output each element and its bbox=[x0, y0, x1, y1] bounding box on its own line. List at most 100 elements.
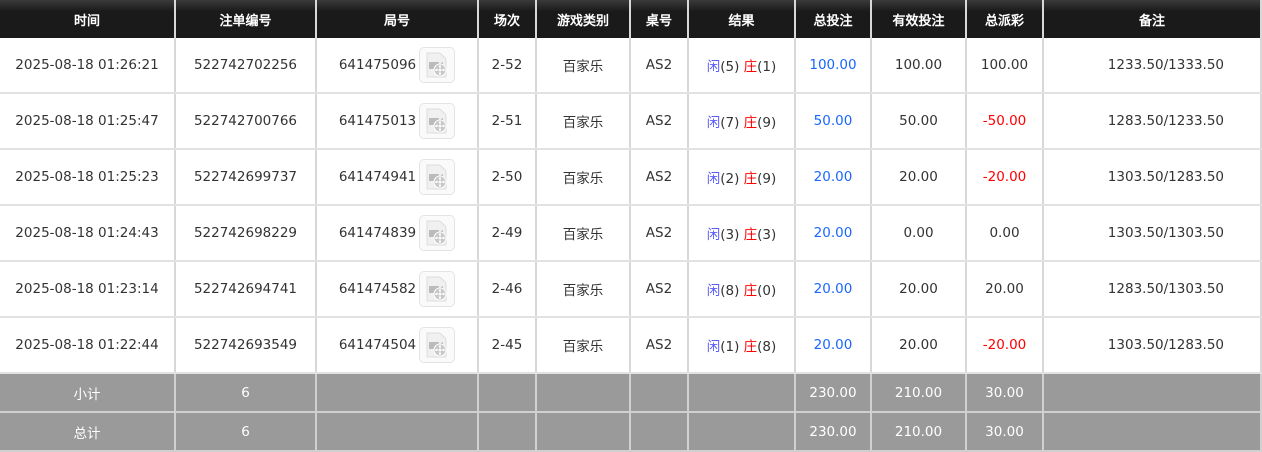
banker-label: 庄 bbox=[743, 171, 758, 187]
video-replay-icon[interactable] bbox=[419, 327, 456, 363]
session-cell: 2-50 bbox=[478, 149, 537, 206]
total-total-bet: 230.00 bbox=[795, 412, 872, 452]
round-number: 641475013 bbox=[338, 113, 417, 129]
game-cell: 百家乐 bbox=[536, 149, 631, 206]
valid-bet-cell: 0.00 bbox=[871, 205, 967, 262]
total-count: 6 bbox=[175, 412, 317, 452]
player-points: (1) bbox=[720, 339, 740, 355]
banker-points: (9) bbox=[757, 171, 777, 187]
note-cell: 1303.50/1283.50 bbox=[1043, 317, 1262, 374]
video-replay-icon[interactable] bbox=[419, 159, 456, 195]
round-cell: 641475013 bbox=[316, 93, 479, 150]
column-header: 总派彩 bbox=[966, 0, 1044, 38]
session-cell: 2-52 bbox=[478, 38, 537, 94]
payout-cell: 20.00 bbox=[966, 261, 1044, 318]
round-number: 641474504 bbox=[338, 337, 417, 353]
bet-id-cell: 522742700766 bbox=[175, 93, 317, 150]
player-label: 闲 bbox=[706, 59, 721, 75]
total-bet-cell: 20.00 bbox=[795, 261, 872, 318]
note-cell: 1303.50/1283.50 bbox=[1043, 149, 1262, 206]
column-header: 桌号 bbox=[630, 0, 689, 38]
table-row: 2025-08-18 01:23:14 522742694741 6414745… bbox=[0, 261, 1262, 318]
result-cell: 闲(3) 庄(3) bbox=[688, 205, 796, 262]
player-points: (7) bbox=[720, 115, 740, 131]
round-number: 641475096 bbox=[338, 57, 417, 73]
note-cell: 1233.50/1333.50 bbox=[1043, 38, 1262, 94]
banker-label: 庄 bbox=[743, 227, 758, 243]
subtotal-count: 6 bbox=[175, 373, 317, 413]
total-row: 总计 6 230.00 210.00 30.00 bbox=[0, 412, 1262, 452]
round-cell: 641474839 bbox=[316, 205, 479, 262]
table-cell: AS2 bbox=[630, 93, 689, 150]
subtotal-row: 小计 6 230.00 210.00 30.00 bbox=[0, 373, 1262, 413]
column-header: 时间 bbox=[0, 0, 176, 38]
table-row: 2025-08-18 01:25:47 522742700766 6414750… bbox=[0, 93, 1262, 150]
round-cell: 641474504 bbox=[316, 317, 479, 374]
time-cell: 2025-08-18 01:24:43 bbox=[0, 205, 176, 262]
banker-points: (9) bbox=[757, 115, 777, 131]
player-points: (8) bbox=[720, 283, 740, 299]
valid-bet-cell: 20.00 bbox=[871, 149, 967, 206]
result-cell: 闲(7) 庄(9) bbox=[688, 93, 796, 150]
time-cell: 2025-08-18 01:26:21 bbox=[0, 38, 176, 94]
payout-cell: 100.00 bbox=[966, 38, 1044, 94]
valid-bet-cell: 20.00 bbox=[871, 317, 967, 374]
game-cell: 百家乐 bbox=[536, 38, 631, 94]
player-label: 闲 bbox=[706, 227, 721, 243]
video-replay-icon[interactable] bbox=[419, 103, 456, 139]
subtotal-valid-bet: 210.00 bbox=[871, 373, 967, 413]
column-header: 结果 bbox=[688, 0, 796, 38]
time-cell: 2025-08-18 01:25:47 bbox=[0, 93, 176, 150]
subtotal-label: 小计 bbox=[0, 373, 176, 413]
player-label: 闲 bbox=[706, 283, 721, 299]
game-cell: 百家乐 bbox=[536, 317, 631, 374]
table-cell: AS2 bbox=[630, 149, 689, 206]
total-bet-cell: 50.00 bbox=[795, 93, 872, 150]
game-cell: 百家乐 bbox=[536, 261, 631, 318]
table-row: 2025-08-18 01:22:44 522742693549 6414745… bbox=[0, 317, 1262, 374]
round-number: 641474839 bbox=[338, 225, 417, 241]
total-bet-cell: 20.00 bbox=[795, 317, 872, 374]
player-label: 闲 bbox=[706, 171, 721, 187]
table-cell: AS2 bbox=[630, 38, 689, 94]
game-cell: 百家乐 bbox=[536, 205, 631, 262]
bet-id-cell: 522742699737 bbox=[175, 149, 317, 206]
video-replay-icon[interactable] bbox=[419, 271, 456, 307]
valid-bet-cell: 20.00 bbox=[871, 261, 967, 318]
round-cell: 641475096 bbox=[316, 38, 479, 94]
payout-cell: 0.00 bbox=[966, 205, 1044, 262]
subtotal-payout: 30.00 bbox=[966, 373, 1044, 413]
table-cell: AS2 bbox=[630, 261, 689, 318]
round-number: 641474582 bbox=[338, 281, 417, 297]
round-cell: 641474582 bbox=[316, 261, 479, 318]
player-label: 闲 bbox=[706, 339, 721, 355]
payout-cell: -20.00 bbox=[966, 149, 1044, 206]
note-cell: 1283.50/1303.50 bbox=[1043, 261, 1262, 318]
banker-points: (8) bbox=[757, 339, 777, 355]
payout-cell: -50.00 bbox=[966, 93, 1044, 150]
banker-label: 庄 bbox=[743, 283, 758, 299]
round-cell: 641474941 bbox=[316, 149, 479, 206]
column-header: 备注 bbox=[1043, 0, 1262, 38]
player-label: 闲 bbox=[706, 115, 721, 131]
video-replay-icon[interactable] bbox=[419, 47, 456, 83]
column-header: 注单编号 bbox=[175, 0, 317, 38]
result-cell: 闲(1) 庄(8) bbox=[688, 317, 796, 374]
round-number: 641474941 bbox=[338, 169, 417, 185]
valid-bet-cell: 100.00 bbox=[871, 38, 967, 94]
session-cell: 2-49 bbox=[478, 205, 537, 262]
subtotal-total-bet: 230.00 bbox=[795, 373, 872, 413]
result-cell: 闲(8) 庄(0) bbox=[688, 261, 796, 318]
video-replay-icon[interactable] bbox=[419, 215, 456, 251]
valid-bet-cell: 50.00 bbox=[871, 93, 967, 150]
column-header: 场次 bbox=[478, 0, 537, 38]
result-cell: 闲(2) 庄(9) bbox=[688, 149, 796, 206]
banker-label: 庄 bbox=[743, 339, 758, 355]
player-points: (2) bbox=[720, 171, 740, 187]
table-cell: AS2 bbox=[630, 317, 689, 374]
column-header: 有效投注 bbox=[871, 0, 967, 38]
game-cell: 百家乐 bbox=[536, 93, 631, 150]
payout-cell: -20.00 bbox=[966, 317, 1044, 374]
total-valid-bet: 210.00 bbox=[871, 412, 967, 452]
